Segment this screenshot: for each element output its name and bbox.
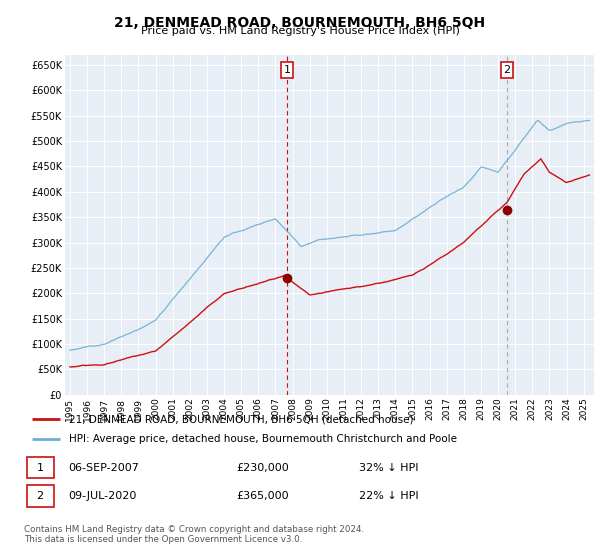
Text: Contains HM Land Registry data © Crown copyright and database right 2024.
This d: Contains HM Land Registry data © Crown c… <box>24 525 364 544</box>
Text: 22% ↓ HPI: 22% ↓ HPI <box>359 491 418 501</box>
Text: £365,000: £365,000 <box>236 491 289 501</box>
Text: 06-SEP-2007: 06-SEP-2007 <box>68 463 140 473</box>
Text: 32% ↓ HPI: 32% ↓ HPI <box>359 463 418 473</box>
Text: 1: 1 <box>37 463 44 473</box>
Text: 21, DENMEAD ROAD, BOURNEMOUTH, BH6 5QH (detached house): 21, DENMEAD ROAD, BOURNEMOUTH, BH6 5QH (… <box>68 414 413 424</box>
FancyBboxPatch shape <box>27 485 53 507</box>
FancyBboxPatch shape <box>27 457 53 478</box>
Text: 1: 1 <box>283 65 290 75</box>
Text: 09-JUL-2020: 09-JUL-2020 <box>68 491 137 501</box>
Text: HPI: Average price, detached house, Bournemouth Christchurch and Poole: HPI: Average price, detached house, Bour… <box>68 433 457 444</box>
Text: £230,000: £230,000 <box>236 463 289 473</box>
Text: Price paid vs. HM Land Registry's House Price Index (HPI): Price paid vs. HM Land Registry's House … <box>140 26 460 36</box>
Text: 2: 2 <box>503 65 511 75</box>
Text: 21, DENMEAD ROAD, BOURNEMOUTH, BH6 5QH: 21, DENMEAD ROAD, BOURNEMOUTH, BH6 5QH <box>115 16 485 30</box>
Text: 2: 2 <box>37 491 44 501</box>
